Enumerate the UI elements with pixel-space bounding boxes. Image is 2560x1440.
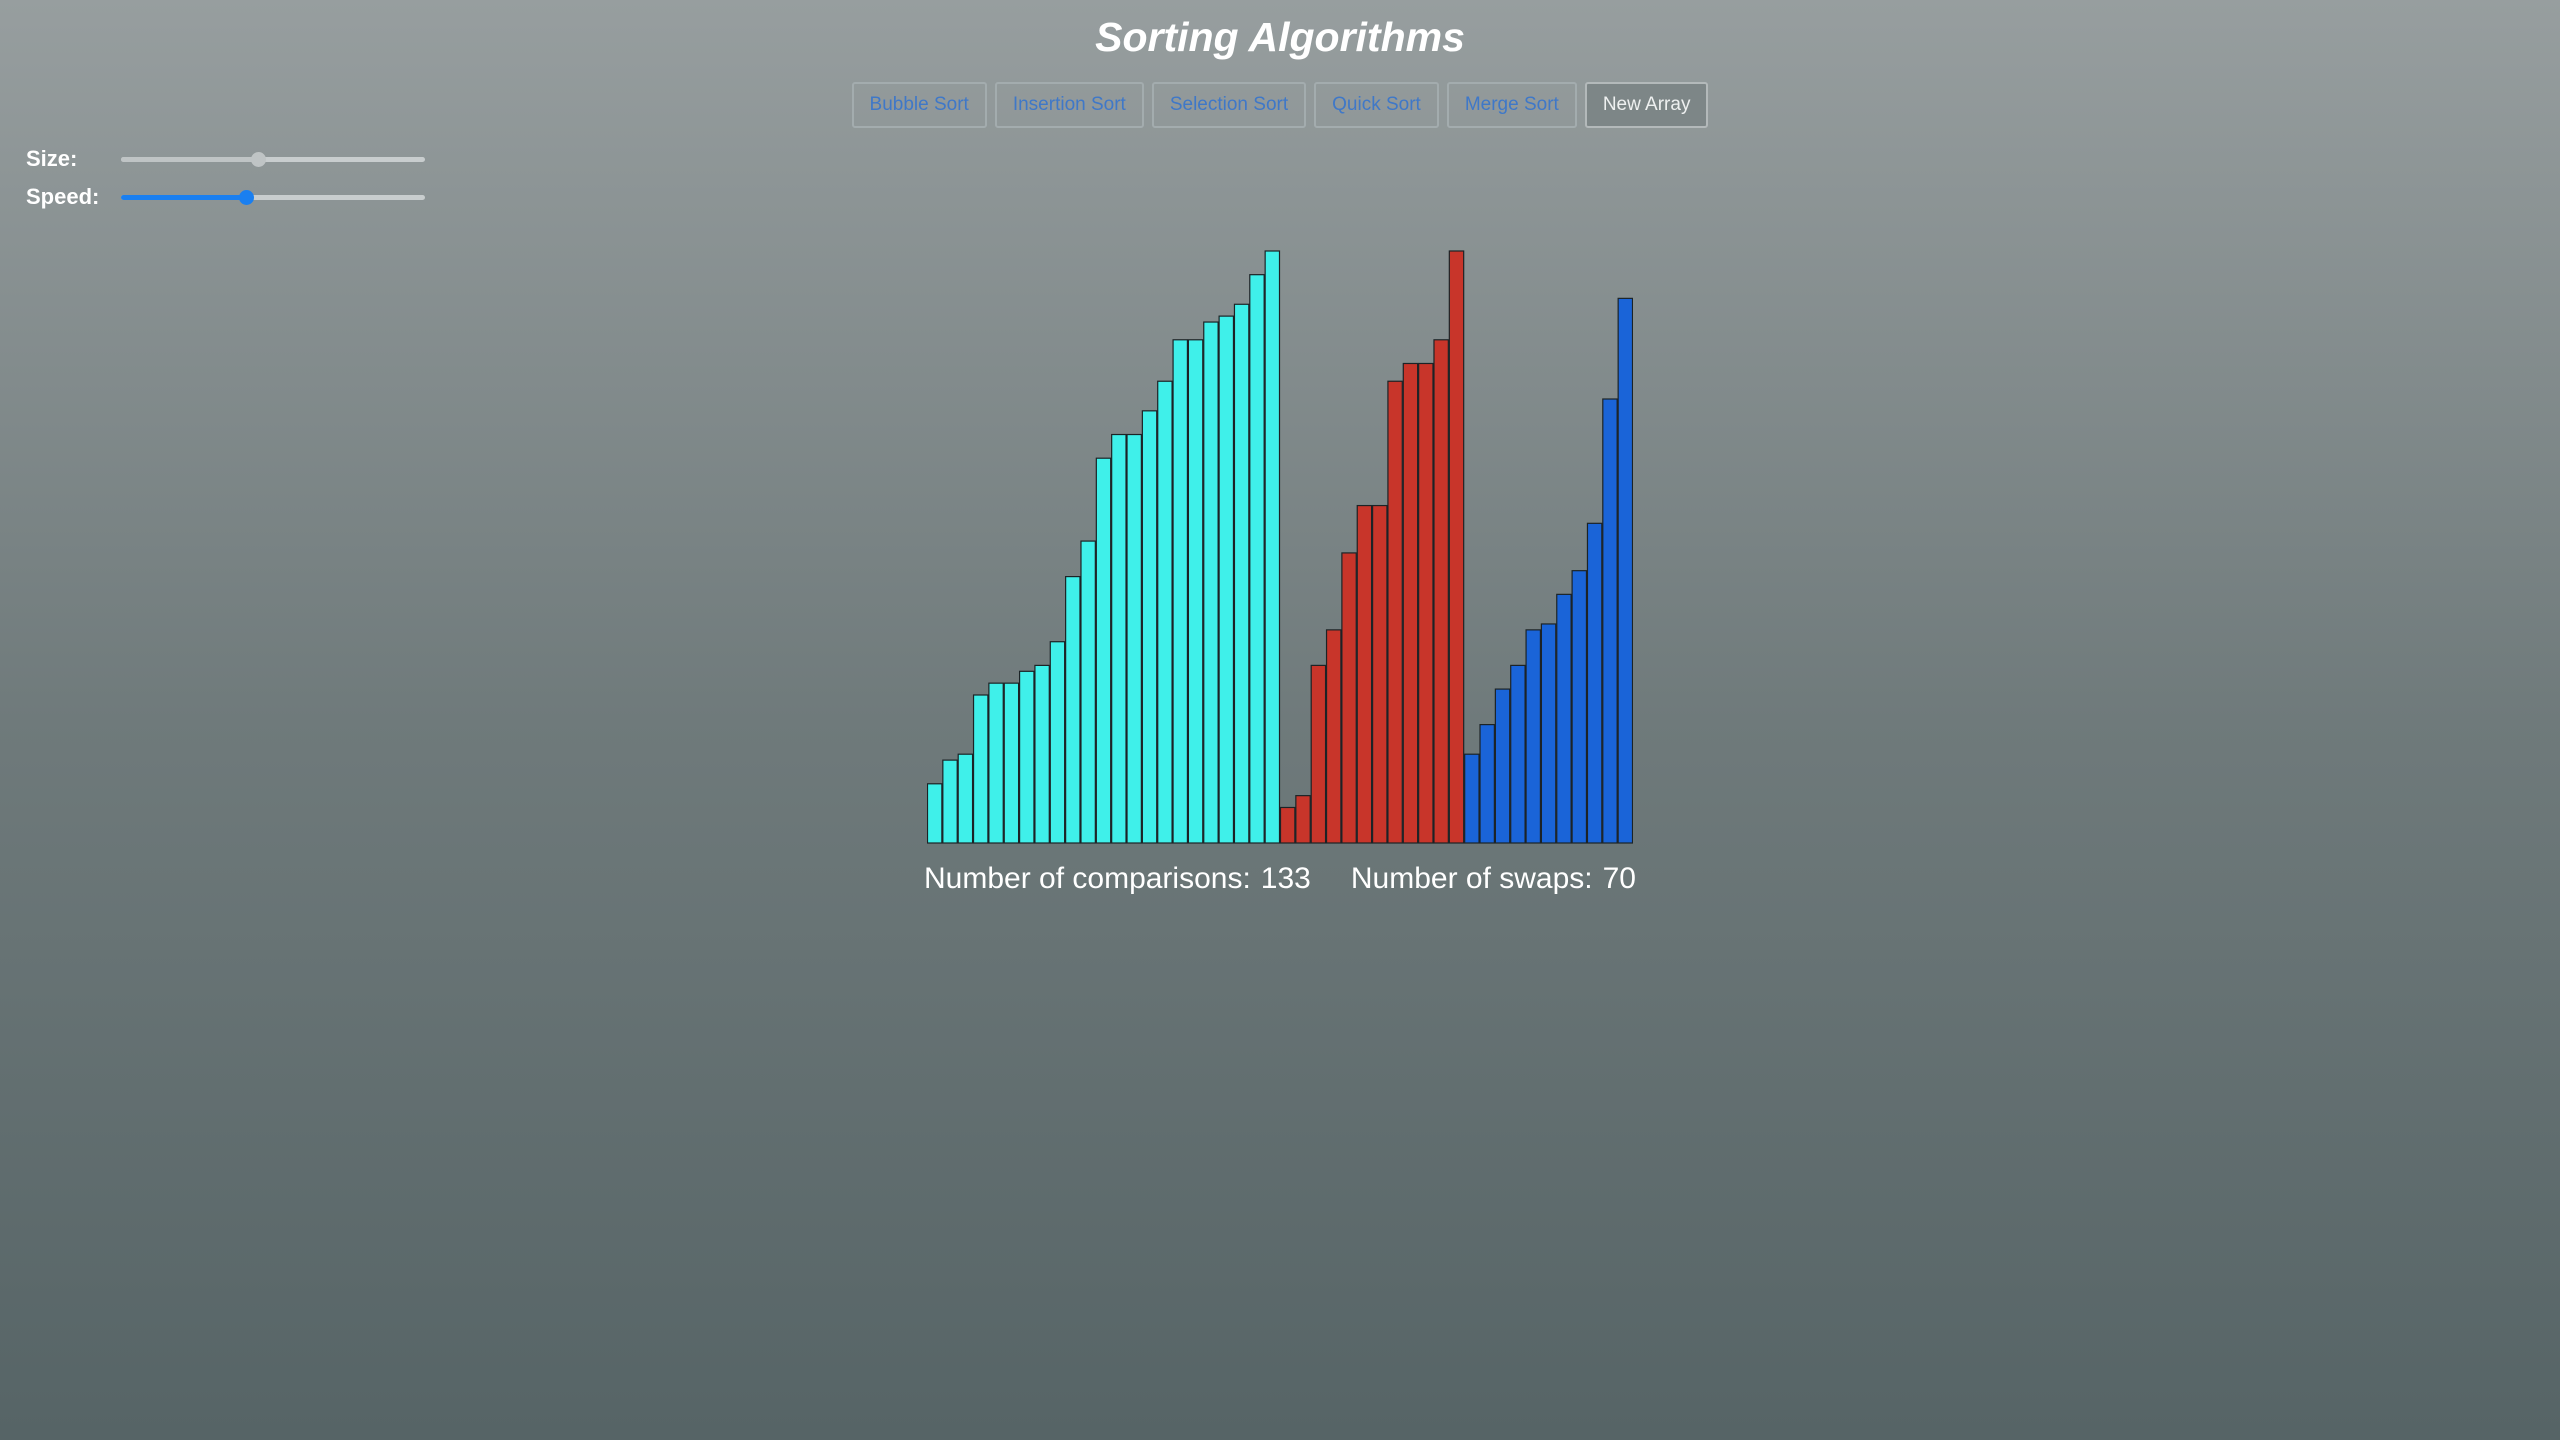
speed-control: Speed: <box>26 178 425 216</box>
array-bar <box>1479 724 1495 844</box>
size-slider-thumb[interactable] <box>251 152 266 167</box>
array-bar <box>1402 362 1419 844</box>
array-bar <box>1464 753 1480 844</box>
controls-panel: Size: Speed: <box>26 140 425 216</box>
array-bar <box>1510 664 1526 844</box>
page-title: Sorting Algorithms <box>1095 14 1465 60</box>
array-bar <box>972 694 989 844</box>
array-bar <box>957 753 974 844</box>
speed-slider-fill <box>121 195 246 200</box>
array-bar <box>1249 274 1265 844</box>
array-bar <box>1233 303 1250 844</box>
array-bar <box>1617 297 1633 844</box>
array-bar <box>1018 670 1035 844</box>
array-bar <box>1187 339 1204 844</box>
array-bar <box>1126 433 1142 844</box>
array-bar <box>988 682 1004 844</box>
comparisons-label: Number of comparisons: <box>924 862 1251 895</box>
array-bar <box>1295 795 1311 844</box>
quick-sort-button[interactable]: Quick Sort <box>1314 82 1439 128</box>
speed-slider[interactable] <box>121 187 425 207</box>
speed-slider-thumb[interactable] <box>239 190 254 205</box>
array-bar <box>1371 504 1388 844</box>
array-bar <box>1571 570 1588 844</box>
comparisons-stat: Number of comparisons: 133 <box>924 862 1311 896</box>
swaps-stat: Number of swaps: 70 <box>1351 862 1636 896</box>
array-bar <box>1172 339 1189 844</box>
array-bar <box>1003 682 1020 844</box>
array-bar <box>1218 315 1235 844</box>
array-bar <box>1525 629 1542 844</box>
selection-sort-button[interactable]: Selection Sort <box>1151 82 1307 128</box>
array-bar <box>1418 362 1434 844</box>
array-bar <box>1310 664 1327 844</box>
array-bar <box>1157 380 1173 844</box>
array-bar <box>1279 806 1296 844</box>
array-bar <box>1325 629 1342 844</box>
array-bar <box>1433 339 1449 844</box>
array-bar <box>1034 664 1050 844</box>
speed-label: Speed: <box>26 184 100 209</box>
array-bar <box>942 759 958 844</box>
array-bar <box>1356 504 1373 844</box>
array-bar <box>1556 593 1572 844</box>
algorithm-toolbar: Bubble Sort Insertion Sort Selection Sor… <box>0 82 2560 128</box>
swaps-value: 70 <box>1602 862 1636 895</box>
array-bar <box>1049 641 1066 844</box>
array-bars-svg <box>927 250 1633 844</box>
array-bar <box>1141 410 1158 844</box>
size-slider-track <box>121 157 425 162</box>
speed-slider-track <box>121 195 425 200</box>
new-array-button[interactable]: New Array <box>1584 82 1709 128</box>
size-control: Size: <box>26 140 425 178</box>
insertion-sort-button[interactable]: Insertion Sort <box>994 82 1144 128</box>
array-bar <box>1602 398 1618 844</box>
array-bar <box>1494 688 1511 844</box>
array-bar <box>1448 250 1465 844</box>
array-bar <box>1095 457 1112 844</box>
size-slider-fill <box>121 157 258 162</box>
size-slider[interactable] <box>121 149 425 169</box>
sort-stats: Number of comparisons: 133 Number of swa… <box>0 862 2560 896</box>
array-bar <box>1387 380 1403 844</box>
array-bar <box>1540 623 1557 844</box>
comparisons-value: 133 <box>1260 862 1311 895</box>
swaps-label: Number of swaps: <box>1350 862 1593 895</box>
array-bar <box>1111 433 1127 844</box>
array-bar <box>927 783 943 844</box>
bubble-sort-button[interactable]: Bubble Sort <box>851 82 987 128</box>
array-bar <box>1586 522 1603 844</box>
merge-sort-button[interactable]: Merge Sort <box>1446 82 1577 128</box>
array-bar <box>1203 321 1219 844</box>
array-bar-chart <box>927 245 1633 845</box>
array-bar <box>1080 540 1096 844</box>
array-bar <box>1341 552 1357 844</box>
size-label: Size: <box>26 146 78 171</box>
array-bar <box>1065 576 1081 844</box>
array-bar <box>1264 250 1281 844</box>
